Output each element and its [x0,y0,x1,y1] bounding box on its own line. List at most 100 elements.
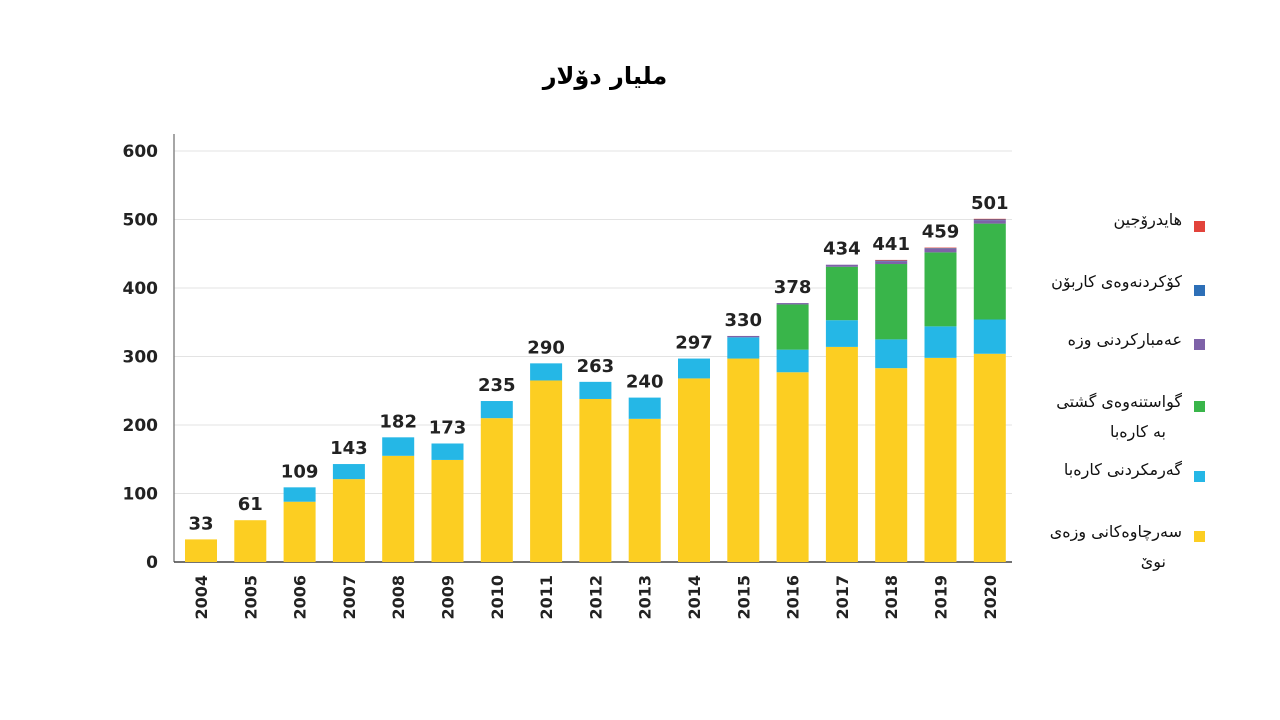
bar-segment [924,247,957,249]
data-label: 290 [527,337,565,358]
bar-segment [825,346,858,562]
bar-segment [924,248,957,249]
bar-segment [973,219,1006,221]
legend-label-line: گواستنەوەی گشتی [1056,392,1182,411]
bar-segment [332,479,365,562]
legend-item: عەمبارکردنی وزە [1000,325,1205,355]
bar-segment [973,220,1006,224]
legend-swatch [1194,339,1205,350]
legend-swatch [1194,401,1205,412]
data-label: 109 [281,461,319,482]
bar-segment [924,252,957,327]
bar-segment [825,320,858,347]
data-label: 235 [478,375,516,396]
bar-segment [727,335,760,338]
bar-segment [628,397,661,419]
bar-segment [480,401,513,419]
legend-item: هایدرۆجین [1000,205,1205,235]
legend-item: سەرچاوەکانی وزەی نوێ [1000,517,1205,577]
bar-segment [579,398,612,562]
bar-segment [530,380,563,562]
bar-segment [579,381,612,399]
x-tick-label: 2010 [488,575,507,620]
bar-segment [431,459,464,562]
data-label: 378 [774,277,812,298]
y-tick-label: 600 [123,142,159,162]
bar-segment [973,353,1006,562]
y-tick-label: 0 [146,553,158,573]
legend-label-line: عەمبارکردنی وزە [1067,330,1182,349]
x-tick-label: 2011 [537,575,556,620]
bar-segment [776,303,809,305]
data-label: 434 [823,239,861,260]
data-label: 297 [675,333,713,354]
x-tick-label: 2017 [833,575,852,620]
bar-segment [875,259,908,261]
bar-segment [875,339,908,369]
bar-segment [382,437,415,456]
bar-segment [628,418,661,562]
data-label: 263 [577,356,615,377]
x-tick-label: 2014 [685,575,704,620]
x-tick-label: 2008 [389,575,408,620]
data-label: 501 [971,193,1009,214]
data-label: 173 [429,417,467,438]
x-tick-label: 2009 [439,575,458,620]
bar-segment [185,539,217,562]
legend-label: هایدرۆجین [1113,205,1182,235]
x-tick-label: 2018 [882,575,901,620]
bar-segment [332,464,365,480]
bar-segment [678,378,710,562]
x-tick-label: 2015 [734,575,753,620]
bar-segment [382,455,415,562]
bar-segment [924,326,957,358]
bar-segment [973,218,1006,220]
data-label: 61 [238,494,263,515]
legend-swatch [1194,531,1205,542]
data-label: 330 [725,310,763,331]
x-tick-label: 2005 [241,575,260,620]
data-label: 441 [872,234,910,255]
legend-label-line: نوێ [1140,552,1166,571]
legend-swatch [1194,285,1205,296]
data-label: 33 [188,513,213,534]
bar-segment [825,264,858,267]
legend-label-line: گەرمکردنی کارەبا [1063,460,1182,479]
legend-label-line: هایدرۆجین [1113,210,1182,229]
x-tick-label: 2019 [932,575,951,620]
bar-segment [875,260,908,262]
y-tick-label: 500 [123,211,159,231]
x-tick-label: 2004 [192,575,211,620]
legend-label: سەرچاوەکانی وزەی نوێ [1050,517,1182,577]
bar-segment [924,248,957,253]
legend-item: گەرمکردنی کارەبا [1000,455,1205,485]
x-tick-label: 2016 [784,575,803,620]
legend-label: کۆکردنەوەی کاربۆن [1051,267,1182,297]
x-tick-label: 2012 [586,575,605,620]
data-label: 143 [330,438,368,459]
bar-segment [825,266,858,321]
legend-item: گواستنەوەی گشتی بە کارەبا [1000,387,1205,447]
legend-label: گواستنەوەی گشتی بە کارەبا [1056,387,1182,447]
chart-title: مليار دۆلار [542,62,668,90]
x-tick-label: 2020 [981,575,1000,620]
bar-segment [875,368,908,562]
y-tick-label: 300 [123,348,159,368]
x-tick-label: 2006 [291,575,310,620]
y-tick-label: 100 [123,485,159,505]
bar-segment [776,304,809,350]
legend-swatch [1194,471,1205,482]
y-tick-label: 400 [123,279,159,299]
bar-segment [875,264,908,340]
legend-label-line: بە کارەبا [1109,422,1166,441]
data-label: 182 [379,411,417,432]
bar-segment [530,363,563,381]
data-label: 240 [626,372,664,393]
bar-segment [727,358,760,562]
legend-label: گەرمکردنی کارەبا [1064,455,1182,485]
bar-segment [678,358,710,379]
legend-swatch [1194,221,1205,232]
bar-segment [776,372,809,562]
